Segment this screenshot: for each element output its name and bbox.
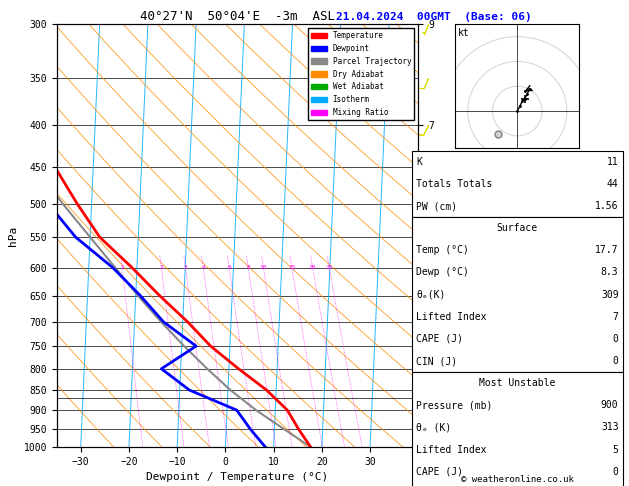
Text: 44: 44 [607,179,618,189]
Text: K: K [416,156,422,167]
Text: 4: 4 [201,265,205,270]
Text: PW (cm): PW (cm) [416,201,457,211]
Text: Temp (°C): Temp (°C) [416,245,469,255]
Bar [412,372,623,486]
Text: CAPE (J): CAPE (J) [416,467,463,477]
Text: 6: 6 [227,265,231,270]
Text: 5: 5 [613,445,618,454]
Text: 21.04.2024  00GMT  (Base: 06): 21.04.2024 00GMT (Base: 06) [336,12,532,22]
Y-axis label: hPa: hPa [8,226,18,246]
Text: 0: 0 [613,356,618,366]
Text: θₑ (K): θₑ (K) [416,422,452,433]
Text: 0: 0 [613,334,618,344]
Text: Most Unstable: Most Unstable [479,378,555,388]
Text: 900: 900 [601,400,618,410]
Text: 8: 8 [247,265,250,270]
Text: Totals Totals: Totals Totals [416,179,493,189]
Bar [412,217,623,372]
Text: θₑ(K): θₑ(K) [416,290,445,299]
Text: 8.3: 8.3 [601,267,618,278]
Text: Mixing Ratio (g/kg): Mixing Ratio (g/kg) [454,180,464,292]
Text: 3: 3 [184,265,187,270]
Text: 20: 20 [309,265,316,270]
Text: 0: 0 [613,467,618,477]
Text: CAPE (J): CAPE (J) [416,334,463,344]
Text: 2: 2 [159,265,163,270]
Text: Lifted Index: Lifted Index [416,445,487,454]
Text: 309: 309 [601,290,618,299]
Bar [412,151,623,217]
Text: 25: 25 [325,265,333,270]
Legend: Temperature, Dewpoint, Parcel Trajectory, Dry Adiabat, Wet Adiabat, Isotherm, Mi: Temperature, Dewpoint, Parcel Trajectory… [308,28,415,120]
Title: 40°27'N  50°04'E  -3m  ASL: 40°27'N 50°04'E -3m ASL [140,10,335,23]
Text: Dewp (°C): Dewp (°C) [416,267,469,278]
Text: kt: kt [458,28,470,38]
Text: Lifted Index: Lifted Index [416,312,487,322]
Text: Surface: Surface [497,223,538,233]
Text: 7: 7 [613,312,618,322]
Text: © weatheronline.co.uk: © weatheronline.co.uk [461,475,574,484]
X-axis label: Dewpoint / Temperature (°C): Dewpoint / Temperature (°C) [147,472,328,483]
Text: Pressure (mb): Pressure (mb) [416,400,493,410]
Text: 313: 313 [601,422,618,433]
Text: 15: 15 [288,265,296,270]
Y-axis label: km
ASL: km ASL [436,236,454,257]
Text: 10: 10 [260,265,267,270]
Text: CIN (J): CIN (J) [416,356,457,366]
Text: 11: 11 [607,156,618,167]
Text: 1.56: 1.56 [595,201,618,211]
Text: 17.7: 17.7 [595,245,618,255]
Text: 1: 1 [120,265,124,270]
Text: LCL: LCL [462,394,477,403]
